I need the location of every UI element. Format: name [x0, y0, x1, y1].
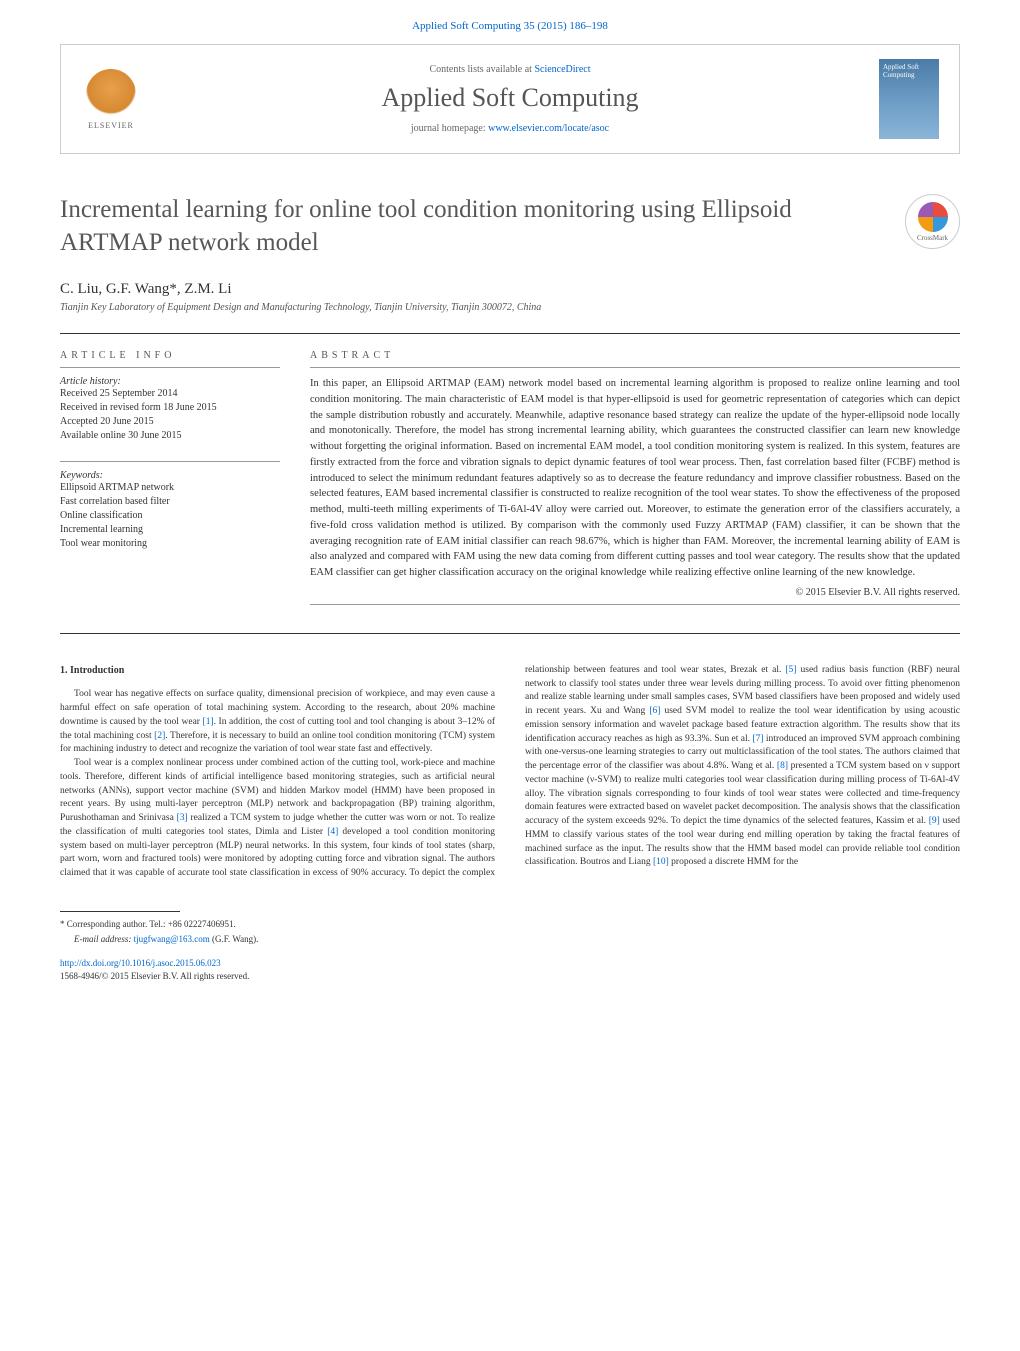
email-suffix: (G.F. Wang).	[210, 934, 259, 944]
homepage-prefix: journal homepage:	[411, 123, 488, 134]
section-number: 1.	[60, 665, 68, 676]
issn-line: 1568-4946/© 2015 Elsevier B.V. All right…	[60, 970, 960, 983]
info-divider	[310, 367, 960, 368]
sciencedirect-link[interactable]: ScienceDirect	[534, 64, 590, 75]
journal-reference: Applied Soft Computing 35 (2015) 186–198	[60, 20, 960, 32]
abstract-heading: ABSTRACT	[310, 350, 960, 361]
abstract-column: ABSTRACT In this paper, an Ellipsoid ART…	[310, 350, 960, 613]
history-label: Article history:	[60, 376, 280, 387]
keyword: Fast correlation based filter	[60, 495, 280, 509]
body-text: proposed a discrete HMM for the	[669, 857, 798, 867]
elsevier-logo: ELSEVIER	[81, 64, 141, 134]
publisher-name: ELSEVIER	[88, 121, 134, 130]
keywords-block: Keywords: Ellipsoid ARTMAP network Fast …	[60, 461, 280, 551]
section-heading: 1. Introduction	[60, 664, 495, 679]
email-link[interactable]: tjugfwang@163.com	[134, 934, 210, 944]
crossmark-label: CrossMark	[917, 234, 948, 242]
corresponding-author: * Corresponding author. Tel.: +86 022274…	[60, 918, 960, 931]
citation-link[interactable]: [6]	[649, 706, 660, 716]
info-divider	[60, 367, 280, 368]
article-info-heading: ARTICLE INFO	[60, 350, 280, 361]
affiliation: Tianjin Key Laboratory of Equipment Desi…	[0, 302, 1020, 333]
info-divider	[310, 604, 960, 605]
header-center: Contents lists available at ScienceDirec…	[141, 64, 879, 134]
article-title: Incremental learning for online tool con…	[60, 194, 840, 259]
email-label: E-mail address:	[74, 934, 134, 944]
journal-name: Applied Soft Computing	[141, 83, 879, 113]
keyword: Ellipsoid ARTMAP network	[60, 481, 280, 495]
header-box: ELSEVIER Contents lists available at Sci…	[60, 44, 960, 154]
section-title: Introduction	[70, 665, 124, 676]
info-divider	[60, 461, 280, 462]
article-info-column: ARTICLE INFO Article history: Received 2…	[60, 350, 280, 613]
revised-date: Received in revised form 18 June 2015	[60, 401, 280, 415]
contents-line: Contents lists available at ScienceDirec…	[141, 64, 879, 75]
citation-link[interactable]: [10]	[653, 857, 669, 867]
body-section: 1. Introduction Tool wear has negative e…	[0, 634, 1020, 901]
citation-link[interactable]: [8]	[777, 761, 788, 771]
received-date: Received 25 September 2014	[60, 387, 280, 401]
crossmark-badge[interactable]: CrossMark	[905, 194, 960, 249]
homepage-link[interactable]: www.elsevier.com/locate/asoc	[488, 123, 609, 134]
journal-homepage: journal homepage: www.elsevier.com/locat…	[141, 123, 879, 134]
keyword: Online classification	[60, 509, 280, 523]
article-header: Incremental learning for online tool con…	[0, 164, 1020, 269]
citation-link[interactable]: [9]	[929, 816, 940, 826]
authors: C. Liu, G.F. Wang*, Z.M. Li	[0, 269, 1020, 302]
citation-link[interactable]: [5]	[785, 665, 796, 675]
citation-link[interactable]: [4]	[327, 827, 338, 837]
crossmark-icon	[918, 202, 948, 232]
page-header: Applied Soft Computing 35 (2015) 186–198…	[0, 0, 1020, 164]
elsevier-tree-icon	[86, 69, 136, 119]
email-line: E-mail address: tjugfwang@163.com (G.F. …	[60, 933, 960, 946]
doi-link[interactable]: http://dx.doi.org/10.1016/j.asoc.2015.06…	[60, 958, 221, 968]
citation-link[interactable]: [3]	[177, 813, 188, 823]
doi-line: http://dx.doi.org/10.1016/j.asoc.2015.06…	[60, 957, 960, 970]
journal-cover-thumbnail: Applied Soft Computing	[879, 59, 939, 139]
abstract-copyright: © 2015 Elsevier B.V. All rights reserved…	[310, 587, 960, 598]
keywords-label: Keywords:	[60, 470, 280, 481]
citation-link[interactable]: [2]	[154, 731, 165, 741]
info-abstract-row: ARTICLE INFO Article history: Received 2…	[0, 334, 1020, 633]
keyword: Incremental learning	[60, 523, 280, 537]
footer-block: * Corresponding author. Tel.: +86 022274…	[0, 901, 1020, 1012]
contents-prefix: Contents lists available at	[429, 64, 534, 75]
keyword: Tool wear monitoring	[60, 537, 280, 551]
body-paragraph: Tool wear has negative effects on surfac…	[60, 688, 495, 757]
citation-link[interactable]: [1]	[203, 717, 214, 727]
online-date: Available online 30 June 2015	[60, 429, 280, 443]
abstract-text: In this paper, an Ellipsoid ARTMAP (EAM)…	[310, 376, 960, 581]
citation-link[interactable]: [7]	[752, 734, 763, 744]
accepted-date: Accepted 20 June 2015	[60, 415, 280, 429]
footer-divider	[60, 911, 180, 912]
